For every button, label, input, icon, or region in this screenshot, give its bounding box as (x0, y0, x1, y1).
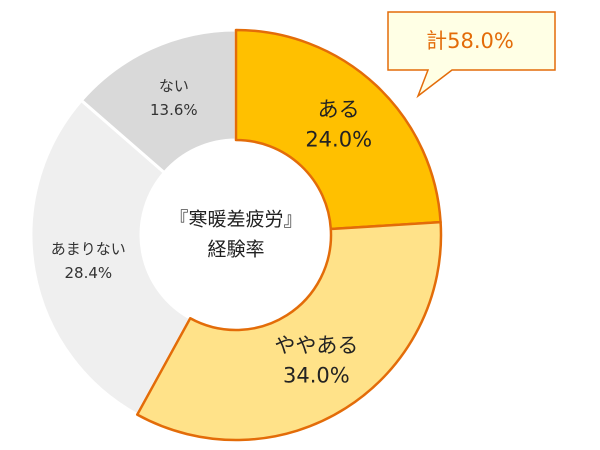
callout-box (387, 11, 556, 99)
annotation: 計58.0% (426, 29, 514, 53)
segment-label: ある (318, 98, 360, 122)
segment-label: ややある (274, 334, 358, 358)
segment-label: あまりない (51, 240, 126, 258)
value-label: 28.4% (64, 264, 112, 282)
value-label: 24.0% (305, 128, 372, 152)
value-label: 34.0% (283, 364, 350, 388)
donut-segment (29, 98, 192, 417)
donut-segment (79, 28, 238, 175)
value-label: 13.6% (150, 101, 198, 119)
donut-segment (234, 28, 442, 231)
segment-label: ない (159, 77, 189, 95)
center-text: 経験率 (207, 239, 264, 261)
center-text: 『寒暖差疲労』 (169, 209, 302, 231)
donut-segment (135, 220, 443, 442)
